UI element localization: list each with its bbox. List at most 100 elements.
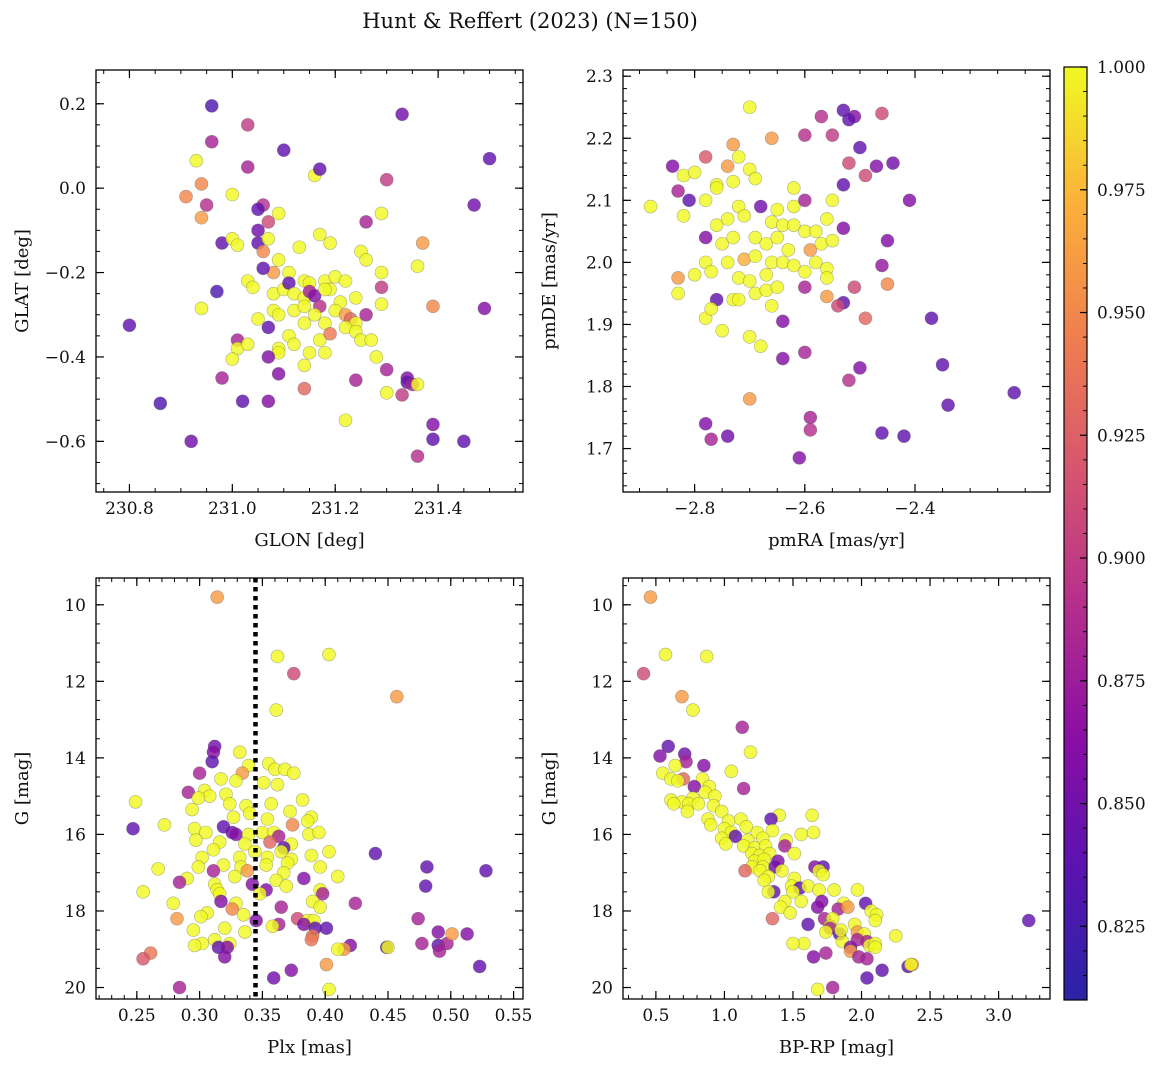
y-tick-label: 1.9: [586, 315, 613, 335]
data-point: [773, 900, 788, 914]
data-point: [170, 911, 184, 926]
data-point: [786, 258, 801, 273]
data-point: [194, 177, 209, 191]
x-tick-label: −2.6: [784, 499, 825, 519]
y-tick-label: 1.7: [586, 440, 613, 460]
data-point: [191, 791, 206, 805]
data-point: [214, 894, 228, 909]
data-point: [753, 199, 768, 214]
panel-plx-g: 0.25 0.30 0.35 0.40 0.45 0.50 0.55 10 12 14 16 18 20…: [12, 577, 533, 1058]
data-point: [897, 429, 911, 443]
data-point: [330, 942, 345, 957]
data-point: [482, 151, 497, 166]
data-point: [259, 858, 273, 872]
data-point: [251, 202, 265, 217]
data-point: [748, 249, 763, 263]
data-point: [661, 739, 676, 754]
data-point: [770, 202, 785, 217]
data-point: [798, 128, 812, 142]
data-point: [742, 330, 757, 344]
data-point: [323, 236, 337, 250]
data-point: [803, 410, 818, 425]
panel-pmra-pmde: −2.8 −2.6 −2.4 1.7 1.8 1.9 2.0 2.1 2.2 2.3 pmRA [m…: [539, 67, 1051, 551]
data-point: [374, 280, 389, 295]
data-point: [719, 837, 733, 851]
data-point: [850, 883, 865, 897]
y-tick-label: −0.6: [45, 432, 86, 452]
data-point: [860, 971, 874, 985]
data-point: [479, 863, 493, 878]
data-point: [786, 181, 801, 195]
data-point: [671, 271, 685, 285]
data-point: [875, 106, 889, 121]
y-axis-label: GLAT [deg]: [12, 229, 33, 333]
y-tick-label: 12: [591, 672, 613, 692]
y-tick-label: 18: [64, 902, 86, 922]
data-point: [841, 900, 855, 914]
panels: 230.8 231.0 231.2 231.4 −0.6 −0.4 −0.2 0.0 0.2 GL…: [12, 67, 1051, 1058]
data-point: [172, 875, 187, 890]
data-point: [184, 434, 198, 449]
x-axis-label: GLON [deg]: [254, 530, 364, 551]
data-point: [680, 804, 695, 819]
data-point: [868, 913, 883, 928]
data-point: [128, 795, 143, 809]
data-point: [270, 777, 285, 792]
data-point: [731, 150, 746, 164]
data-point: [809, 255, 823, 270]
data-point: [426, 299, 440, 314]
data-point: [699, 649, 714, 664]
data-point: [260, 812, 275, 826]
data-point: [179, 189, 193, 204]
data-point: [297, 358, 312, 373]
colorbar-tick-label: 0.950: [1097, 304, 1146, 324]
data-point: [432, 944, 447, 958]
x-tick-label: 2.5: [917, 1006, 944, 1026]
data-point: [318, 316, 332, 331]
data-point: [189, 833, 203, 847]
data-point: [348, 896, 363, 911]
data-point: [381, 940, 395, 955]
data-point: [798, 264, 812, 279]
data-point: [860, 952, 874, 966]
scatter-points: [636, 590, 1036, 997]
data-point: [348, 373, 363, 387]
y-tick-label: 14: [591, 749, 613, 769]
data-point: [786, 199, 801, 214]
data-point: [286, 766, 301, 780]
data-point: [764, 299, 779, 313]
data-point: [256, 244, 271, 259]
data-point: [810, 982, 825, 997]
data-point: [682, 193, 696, 208]
data-point: [825, 128, 840, 142]
data-point: [786, 885, 800, 899]
data-point: [743, 745, 758, 759]
data-point: [775, 314, 790, 329]
data-point: [786, 936, 800, 951]
data-point: [704, 432, 718, 447]
x-tick-label: 1.5: [779, 1006, 806, 1026]
x-axis-label: pmRA [mas/yr]: [768, 530, 905, 551]
data-point: [770, 230, 785, 245]
data-point: [698, 230, 713, 245]
data-point: [271, 307, 286, 322]
data-point: [761, 885, 776, 899]
data-point: [194, 909, 208, 924]
data-point: [297, 871, 311, 886]
data-point: [880, 277, 895, 291]
data-point: [759, 236, 774, 251]
data-point: [359, 307, 373, 322]
data-point: [330, 869, 345, 884]
data-point: [265, 919, 280, 934]
data-point: [369, 350, 384, 364]
data-point: [875, 258, 889, 273]
x-tick-label: 0.35: [243, 1006, 281, 1026]
panel-bprp-g: 0.5 1.0 1.5 2.0 2.5 3.0 10 12 14 16 18 20 BP-RP [mag…: [539, 577, 1051, 1058]
data-point: [671, 184, 685, 198]
data-point: [726, 174, 740, 189]
data-point: [266, 971, 281, 985]
data-point: [748, 171, 763, 186]
data-point: [374, 297, 389, 312]
data-point: [742, 274, 757, 288]
data-point: [757, 873, 771, 888]
